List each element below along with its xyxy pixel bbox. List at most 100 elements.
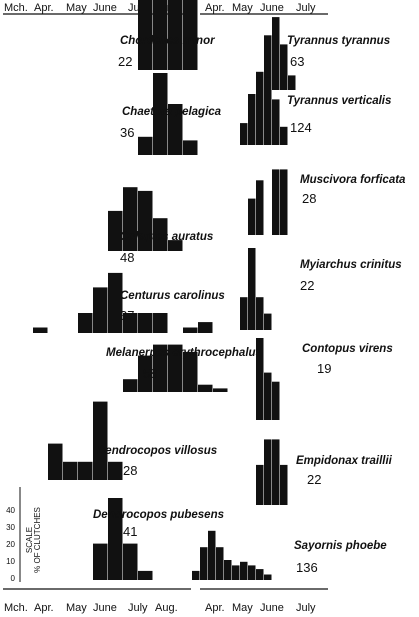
- melanerpes-erythrocephalus-bar-1: [138, 355, 153, 392]
- top-right-month-may: May: [232, 2, 253, 14]
- centurus-carolinus-species-label: Centurus carolinus: [120, 290, 225, 302]
- chaetura-pelagica-bar-1: [153, 73, 168, 155]
- empidonax-traillii-sample-size: 22: [307, 472, 321, 487]
- tyrannus-tyrannus-bar-3: [280, 44, 288, 90]
- bottom-left-month-mch: Mch.: [4, 602, 28, 614]
- left-panel-dendrocopos-villosus: Dendrocopos villosus 28: [48, 401, 217, 480]
- bottom-left-month-june: June: [93, 602, 117, 614]
- tyrannus-verticalis-bar-1: [248, 94, 256, 145]
- top-left-month-apr: Apr.: [34, 2, 54, 14]
- tyrannus-verticalis-bar-5: [280, 126, 288, 145]
- chordeiles-minor-sample-size: 22: [118, 54, 132, 69]
- centurus-carolinus-bar-2: [93, 287, 108, 333]
- chordeiles-minor-bar-1: [153, 0, 168, 70]
- muscivora-forficata-bar-0: [248, 198, 256, 235]
- left-panel-centurus-carolinus: Centurus carolinus 37: [33, 272, 225, 333]
- chaetura-pelagica-bar-0: [138, 136, 153, 155]
- tyrannus-tyrannus-sample-size: 63: [290, 54, 304, 69]
- muscivora-forficata-species-label: Muscivora forficata: [300, 174, 406, 186]
- tyrannus-tyrannus-species-label: Tyrannus tyrannus: [287, 35, 390, 47]
- dendrocopos-villosus-bar-3: [93, 401, 108, 480]
- contopus-virens-sample-size: 19: [317, 361, 331, 376]
- scale-tick-40: 40: [6, 506, 15, 515]
- melanerpes-erythrocephalus-bar-4: [183, 351, 198, 392]
- bottom-left-month-may: May: [66, 602, 87, 614]
- scale-label-percent: % OF CLUTCHES: [33, 507, 42, 573]
- left-panel-colaptes-auratus: Colaptes auratus 48: [108, 187, 213, 265]
- colaptes-auratus-bar-0: [108, 210, 123, 251]
- scale-label: SCALE: [25, 527, 34, 553]
- centurus-carolinus-bar-5: [138, 313, 153, 333]
- dendrocopos-pubesens-bar-1: [108, 498, 123, 580]
- colaptes-auratus-bar-2: [138, 190, 153, 251]
- muscivora-forficata-sample-size: 28: [302, 191, 316, 206]
- empidonax-traillii-species-label: Empidonax traillii: [296, 455, 393, 467]
- centurus-carolinus-bar-3: [108, 272, 123, 333]
- dendrocopos-pubesens-bar-2: [123, 543, 138, 580]
- right-panel-tyrannus-verticalis: Tyrannus verticalis 124: [240, 77, 391, 145]
- dendrocopos-pubesens-sample-size: 41: [123, 524, 137, 539]
- top-left-month-mch: Mch.: [4, 2, 28, 14]
- contopus-virens-bar-1: [264, 372, 272, 420]
- melanerpes-erythrocephalus-bar-3: [168, 344, 183, 392]
- melanerpes-erythrocephalus-sample-size: 58: [143, 366, 157, 381]
- sayornis-phoebe-bar-4: [224, 560, 232, 580]
- left-panel-dendrocopos-pubesens: Dendrocopos pubesens 41: [93, 498, 224, 580]
- dendrocopos-villosus-bar-4: [108, 461, 123, 480]
- muscivora-forficata-bar-3: [280, 169, 288, 235]
- right-panel-muscivora-forficata: Muscivora forficata 28: [248, 169, 406, 235]
- chaetura-pelagica-species-label: Chaetura pelagica: [122, 106, 222, 118]
- dendrocopos-pubesens-species-label: Dendrocopos pubesens: [93, 509, 224, 521]
- scale-tick-10: 10: [6, 557, 15, 566]
- melanerpes-erythrocephalus-bar-6: [213, 388, 228, 392]
- dendrocopos-villosus-bar-2: [78, 461, 93, 480]
- bottom-left-month-july: July: [128, 602, 148, 614]
- tyrannus-tyrannus-bar-1: [264, 35, 272, 90]
- sayornis-phoebe-bar-0: [192, 570, 200, 580]
- bottom-left-month-apr: Apr.: [34, 602, 54, 614]
- left-column-panels: Chordeiles minor 22 Chaetura pelagica 36 Col…: [33, 0, 262, 580]
- top-right-month-july: July: [296, 2, 316, 14]
- colaptes-auratus-sample-size: 48: [120, 250, 134, 265]
- chordeiles-minor-bar-2: [168, 0, 183, 70]
- myiarchus-crinitus-bar-1: [248, 248, 256, 330]
- myiarchus-crinitus-bar-0: [240, 297, 248, 330]
- dendrocopos-pubesens-bar-3: [138, 570, 153, 580]
- centurus-carolinus-bar-7: [183, 327, 198, 333]
- tyrannus-verticalis-bar-3: [264, 77, 272, 145]
- scale-bar: 40 30 20 10 0 SCALE % OF CLUTCHES: [6, 487, 42, 583]
- dendrocopos-villosus-bar-0: [48, 443, 63, 480]
- melanerpes-erythrocephalus-bar-5: [198, 384, 213, 392]
- right-panel-tyrannus-tyrannus: Tyrannus tyrannus 63: [256, 17, 390, 91]
- centurus-carolinus-bar-1: [78, 313, 93, 333]
- myiarchus-crinitus-bar-2: [256, 297, 264, 330]
- melanerpes-erythrocephalus-species-label: Melanerpes erythrocephalus: [106, 347, 262, 359]
- top-right-month-apr: Apr.: [205, 2, 225, 14]
- right-panel-myiarchus-crinitus: Myiarchus crinitus 22: [240, 248, 402, 330]
- sayornis-phoebe-bar-6: [240, 561, 248, 580]
- myiarchus-crinitus-species-label: Myiarchus crinitus: [300, 259, 402, 271]
- sayornis-phoebe-bar-2: [208, 530, 216, 580]
- empidonax-traillii-bar-3: [280, 464, 288, 505]
- sayornis-phoebe-bar-1: [200, 547, 208, 580]
- tyrannus-tyrannus-bar-4: [288, 75, 296, 90]
- left-panel-chaetura-pelagica: Chaetura pelagica 36: [120, 73, 222, 155]
- sayornis-phoebe-bar-8: [256, 569, 264, 580]
- bottom-right-month-apr: Apr.: [205, 602, 225, 614]
- dendrocopos-villosus-sample-size: 28: [123, 463, 137, 478]
- sayornis-phoebe-bar-7: [248, 565, 256, 580]
- contopus-virens-species-label: Contopus virens: [302, 343, 393, 355]
- left-panel-melanerpes-erythrocephalus: Melanerpes erythrocephalus 58: [106, 344, 262, 392]
- empidonax-traillii-bar-1: [264, 439, 272, 505]
- melanerpes-erythrocephalus-bar-2: [153, 344, 168, 392]
- tyrannus-verticalis-bar-2: [256, 77, 264, 145]
- tyrannus-tyrannus-bar-2: [272, 17, 280, 91]
- chordeiles-minor-species-label: Chordeiles minor: [120, 35, 215, 47]
- sayornis-phoebe-bar-9: [264, 574, 272, 580]
- empidonax-traillii-bar-2: [272, 439, 280, 505]
- scale-tick-20: 20: [6, 540, 15, 549]
- contopus-virens-bar-0: [256, 338, 264, 420]
- contopus-virens-bar-2: [272, 381, 280, 420]
- sayornis-phoebe-bar-5: [232, 565, 240, 580]
- tyrannus-verticalis-species-label: Tyrannus verticalis: [287, 95, 391, 107]
